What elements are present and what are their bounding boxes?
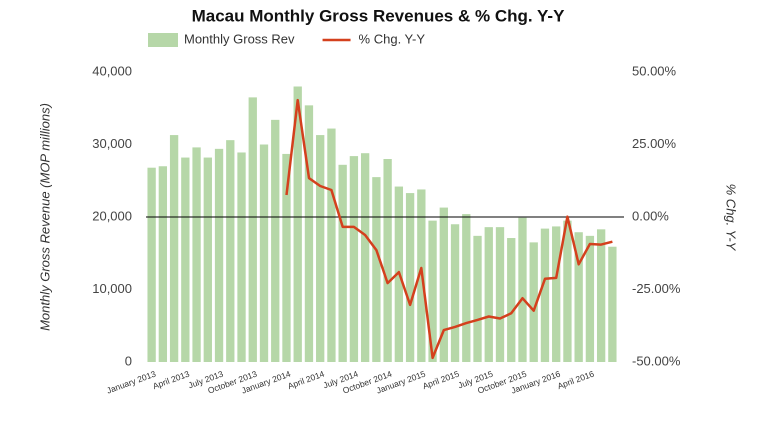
bar: [226, 140, 235, 362]
bar: [428, 220, 437, 362]
bar: [271, 119, 280, 362]
bar: [462, 214, 471, 362]
legend-label: % Chg. Y-Y: [359, 31, 426, 46]
x-tick-label: April 2016: [556, 369, 596, 392]
bar: [405, 193, 415, 362]
bar: [529, 242, 538, 362]
bar: [518, 217, 527, 362]
y-tick-label: 10,000: [92, 281, 132, 296]
bar: [507, 238, 516, 362]
legend-swatch: [148, 33, 178, 47]
bar: [439, 207, 448, 362]
y2-tick-label: 50.00%: [632, 63, 677, 78]
y-tick-label: 20,000: [92, 208, 132, 223]
y2-tick-label: 0.00%: [632, 208, 669, 223]
bar: [450, 224, 460, 362]
y2-tick-label: -50.00%: [632, 353, 681, 368]
bar: [248, 97, 257, 362]
bar: [214, 148, 224, 362]
bar: [282, 153, 291, 362]
bar: [552, 226, 561, 362]
bar: [484, 227, 493, 362]
line: [285, 98, 613, 360]
bar: [293, 86, 302, 362]
bar: [147, 167, 156, 362]
bar: [327, 128, 336, 362]
y-tick-label: 40,000: [92, 63, 132, 78]
y-tick-label: 0: [125, 353, 132, 368]
bar: [169, 135, 179, 362]
bar: [304, 105, 314, 362]
bar: [338, 164, 347, 362]
y2-tick-label: 25.00%: [632, 136, 677, 151]
bar: [360, 153, 370, 362]
chart-title: Macau Monthly Gross Revenues & % Chg. Y-…: [192, 6, 565, 25]
bar: [495, 227, 505, 362]
x-tick-label: April 2014: [286, 369, 326, 392]
bar: [259, 144, 269, 362]
bar: [596, 229, 606, 362]
x-tick-label: April 2015: [421, 369, 461, 392]
legend-label: Monthly Gross Rev: [184, 31, 295, 46]
bar: [203, 157, 212, 362]
bar: [563, 220, 572, 362]
bar: [383, 159, 392, 362]
bar: [158, 166, 168, 362]
y-tick-label: 30,000: [92, 136, 132, 151]
y2-tick-label: -25.00%: [632, 281, 681, 296]
bar: [192, 147, 201, 362]
bar: [181, 157, 190, 362]
x-tick-label: April 2013: [151, 369, 191, 392]
bar: [540, 228, 550, 362]
bar: [608, 246, 617, 362]
bar: [574, 232, 583, 362]
y-axis-label: Monthly Gross Revenue (MOP millions): [37, 103, 52, 331]
bar: [473, 235, 482, 362]
bar: [349, 156, 359, 362]
x-tick-label: January 2013: [105, 369, 157, 396]
bar: [585, 235, 595, 362]
y2-axis-label: % Chg. Y-Y: [724, 184, 739, 252]
bar: [316, 135, 325, 362]
bar: [237, 152, 246, 362]
bar: [372, 177, 381, 362]
